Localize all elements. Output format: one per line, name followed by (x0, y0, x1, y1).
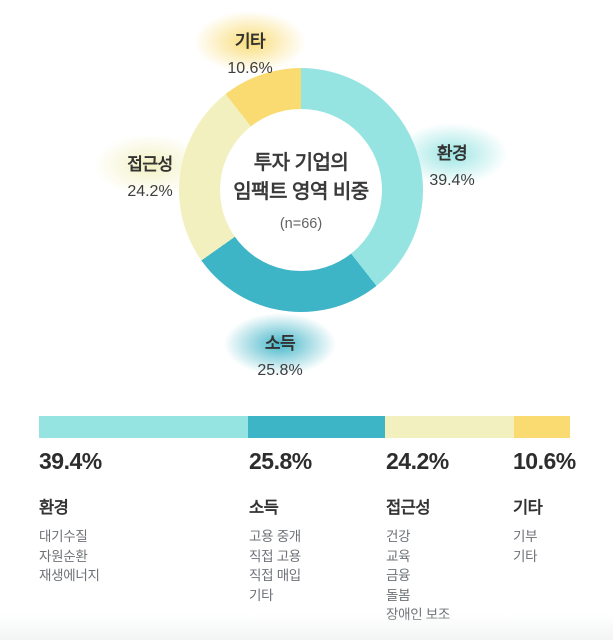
list-item: 기타 (513, 548, 538, 564)
donut-center-text: 투자 기업의 임팩트 영역 비중 (n=66) (217, 106, 385, 274)
donut-label-environment: 환경 39.4% (392, 123, 512, 190)
column-name: 접근성 (386, 499, 431, 517)
legend-column-other: 10.6% 기타 기부 기타 (513, 448, 608, 566)
donut-label-other: 기타 10.6% (190, 11, 310, 78)
chart-title-line1: 투자 기업의 (253, 151, 349, 174)
segment-name: 접근성 (127, 155, 173, 174)
segment-percent: 25.8% (257, 362, 303, 379)
list-item: 대기수질 (39, 529, 88, 544)
list-item: 금융 (386, 568, 411, 583)
sample-size-label: (n=66) (279, 215, 323, 232)
segment-percent: 10.6% (227, 60, 273, 77)
segment-name: 소득 (264, 334, 296, 353)
column-percent: 39.4% (39, 448, 102, 474)
list-item: 기타 (249, 587, 274, 603)
column-items: 고용 중개 직접 고용 직접 매입 기타 (249, 527, 409, 605)
donut-hole (220, 109, 382, 271)
legend-column-income: 25.8% 소득 고용 중개 직접 고용 직접 매입 기타 (249, 448, 409, 605)
list-item: 돌봄 (386, 587, 411, 603)
chart-title-line2: 임팩트 영역 비중 (233, 180, 369, 203)
column-items: 대기수질 자원순환 재생에너지 (39, 527, 199, 586)
column-percent: 25.8% (249, 448, 312, 474)
list-item: 고용 중개 (249, 529, 301, 544)
column-percent: 10.6% (513, 448, 576, 474)
stacked-bar (39, 416, 570, 438)
column-name: 환경 (39, 499, 69, 517)
bar-segment-accessibility (385, 416, 514, 438)
list-item: 직접 매입 (249, 568, 301, 583)
list-item: 건강 (386, 529, 411, 544)
list-item: 자원순환 (39, 548, 88, 564)
segment-name: 기타 (234, 32, 266, 51)
segment-name: 환경 (436, 144, 468, 163)
column-items: 기부 기타 (513, 527, 608, 566)
legend-column-environment: 39.4% 환경 대기수질 자원순환 재생에너지 (39, 448, 199, 586)
bar-segment-environment (39, 416, 249, 438)
column-name: 소득 (249, 499, 279, 517)
column-name: 기타 (513, 499, 543, 517)
bar-segment-income (248, 416, 386, 438)
list-item: 직접 고용 (249, 548, 301, 564)
column-percent: 24.2% (386, 448, 449, 474)
bottom-fade (0, 614, 613, 640)
segment-percent: 24.2% (127, 183, 173, 200)
bar-segment-other (513, 416, 570, 438)
donut-label-income: 소득 25.8% (220, 313, 340, 380)
donut-label-accessibility: 접근성 24.2% (90, 134, 210, 201)
list-item: 기부 (513, 529, 538, 544)
list-item: 교육 (386, 548, 411, 564)
list-item: 재생에너지 (39, 568, 100, 583)
segment-percent: 39.4% (429, 172, 475, 189)
donut-chart: 투자 기업의 임팩트 영역 비중 (n=66) (179, 68, 423, 312)
